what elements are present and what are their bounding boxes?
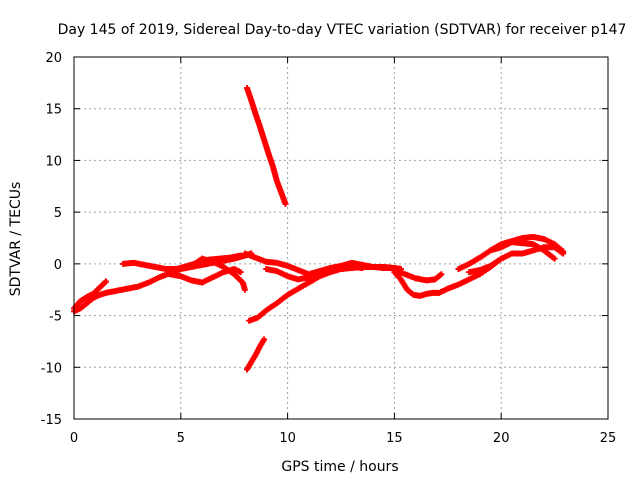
data-point [103,278,110,285]
x-axis-label: GPS time / hours [281,459,398,475]
x-tick-label: 0 [70,431,78,446]
y-axis-label: SDTVAR / TECUs [8,182,24,297]
data-point [359,264,366,271]
x-tick-label: 5 [177,431,185,446]
data-point [237,269,244,276]
series-arc-afternoon-dip [391,258,500,299]
y-tick-label: -15 [41,413,62,428]
y-tick-label: 20 [45,51,62,66]
data-point [560,250,567,257]
y-tick-label: 15 [45,103,62,118]
data-markers [71,85,567,373]
data-point [438,271,445,278]
series-arc-mid-rising [246,263,366,324]
y-tick-label: -10 [41,361,62,376]
data-point [237,252,244,259]
chart-title: Day 145 of 2019, Sidereal Day-to-day VTE… [58,22,627,38]
x-tick-label: 25 [600,431,617,446]
series-arc-evening-mid [487,239,558,262]
data-point [551,255,558,262]
y-tick-label: 10 [45,154,62,169]
plot-frame [73,56,609,420]
series-arc-afternoon-shallow [391,267,445,284]
x-tick-label: 15 [386,431,403,446]
axis-ticks: 0 5 10 15 20 25 -15 -10 -5 0 5 10 15 20 [41,51,617,446]
y-tick-label: -5 [49,310,62,325]
series-arc-morning-wave [188,255,248,293]
data-point [241,286,248,293]
x-tick-label: 20 [493,431,510,446]
series-arc-early-rise [71,278,110,312]
series-arc-evening-lower [466,244,567,276]
y-tick-label: 0 [54,258,62,273]
series-arc-morning-dip [167,266,244,286]
series-arc-low-outlier [244,336,268,373]
data-point [282,200,289,207]
x-tick-label: 10 [279,431,296,446]
data-point [261,336,268,343]
y-tick-label: 5 [54,206,62,221]
series-arc-steep-decline [244,85,289,207]
